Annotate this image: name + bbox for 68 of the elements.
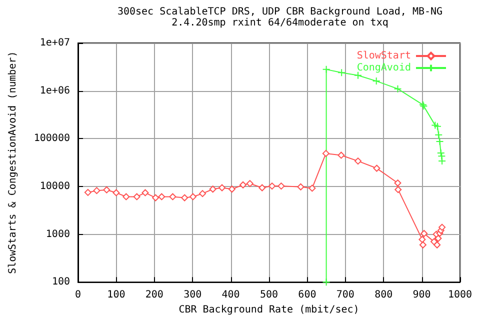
x-axis-title: CBR Background Rate (mbit/sec) xyxy=(178,304,360,316)
legend-label: CongAvoid xyxy=(356,62,411,74)
x-tick-label: 500 xyxy=(260,290,278,301)
point xyxy=(308,184,316,192)
point xyxy=(338,68,346,77)
point xyxy=(158,193,166,200)
point xyxy=(246,180,254,188)
point xyxy=(152,194,160,202)
point xyxy=(258,184,266,192)
point xyxy=(434,130,443,139)
point xyxy=(199,190,206,198)
x-tick-label: 800 xyxy=(374,290,393,301)
point xyxy=(354,158,362,165)
point xyxy=(436,138,444,146)
point xyxy=(373,164,380,172)
point xyxy=(322,150,330,157)
point xyxy=(438,224,446,231)
x-tick-label: 200 xyxy=(145,290,164,301)
point xyxy=(103,186,110,194)
point xyxy=(372,77,380,86)
point xyxy=(93,187,100,194)
y-tick-label: 100000 xyxy=(34,133,70,144)
point xyxy=(297,183,304,190)
y-tick-label: 1000 xyxy=(46,228,70,240)
point xyxy=(228,186,236,193)
point xyxy=(278,182,285,190)
point xyxy=(431,121,440,130)
point xyxy=(433,122,442,130)
point xyxy=(338,152,345,159)
point xyxy=(240,181,247,188)
x-tick-label: 900 xyxy=(412,290,431,301)
y-tick-label: 10000 xyxy=(40,180,70,192)
y-tick-label: 1e+06 xyxy=(40,85,70,96)
point xyxy=(322,278,330,286)
point xyxy=(142,189,149,196)
point xyxy=(209,186,216,193)
point xyxy=(419,241,426,248)
point xyxy=(322,65,330,74)
point xyxy=(438,157,446,166)
point xyxy=(394,180,402,187)
legend-label: SlowStart xyxy=(356,50,411,62)
point xyxy=(418,236,426,243)
x-tick-label: 1000 xyxy=(448,290,472,301)
point xyxy=(218,184,226,192)
point xyxy=(133,193,140,200)
chart-subtitle: 2.4.20smp rxint 64/64moderate on txq xyxy=(172,18,388,28)
point xyxy=(434,234,442,242)
point xyxy=(394,84,402,93)
point xyxy=(268,182,276,190)
y-tick-label: 1e+07 xyxy=(40,38,70,48)
point xyxy=(84,188,92,196)
y-tick-label: 100 xyxy=(52,276,70,288)
point xyxy=(169,193,176,200)
point xyxy=(112,189,120,196)
chart-title: 300sec ScalableTCP DRS, UDP CBR Background Load, MB-NG xyxy=(117,6,443,18)
point xyxy=(434,241,441,248)
point xyxy=(122,193,130,200)
point xyxy=(394,186,402,194)
x-tick-label: 300 xyxy=(184,290,202,301)
x-tick-label: 100 xyxy=(107,290,126,301)
x-tick-label: 700 xyxy=(336,290,354,301)
x-tick-label: 600 xyxy=(298,290,316,301)
point xyxy=(181,194,188,202)
point xyxy=(420,230,428,237)
x-tick-label: 400 xyxy=(222,290,240,301)
point xyxy=(189,193,196,200)
x-tick-label: 0 xyxy=(74,290,82,301)
y-axis-title: SlowStarts & CongestionAvoid (number) xyxy=(8,51,18,274)
